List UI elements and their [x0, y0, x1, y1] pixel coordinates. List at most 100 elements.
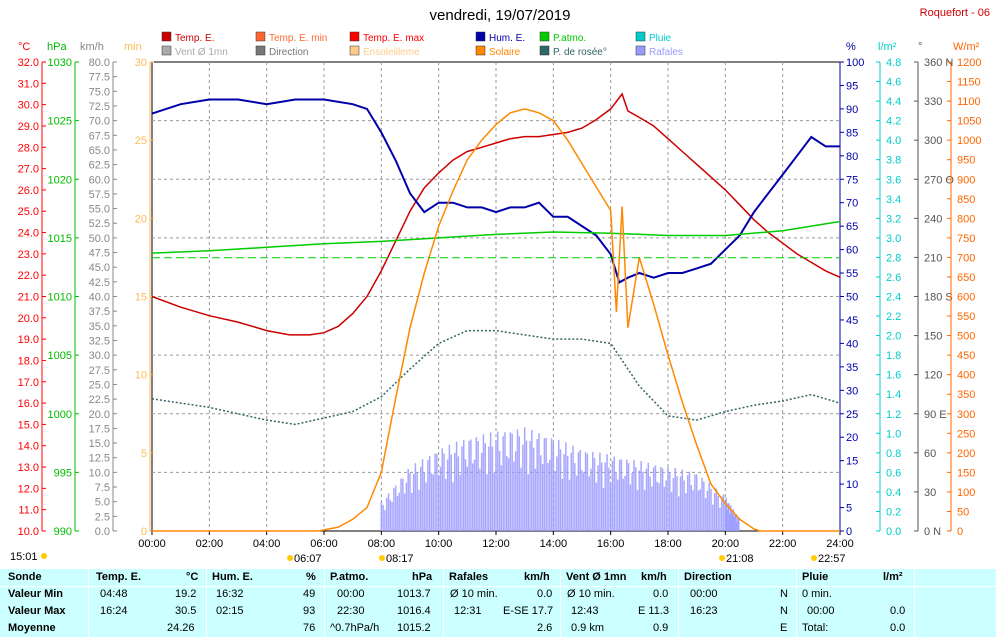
- wind-axis-tick-label: 22.5: [89, 394, 110, 406]
- weather-chart: vendredi, 19/07/2019 Roquefort - 06 Temp…: [10, 7, 990, 565]
- solar-axis-tick-label: 250: [957, 428, 975, 440]
- press-axis-tick-label: 990: [54, 526, 72, 538]
- rain-axis-tick-label: 3.6: [886, 174, 901, 186]
- sun-marker-icon: [379, 555, 385, 561]
- hum-axis-tick-label: 55: [846, 268, 858, 280]
- temp-axis-tick-label: 25.0: [18, 206, 39, 218]
- legend-swatch: [161, 45, 172, 56]
- dir-axis-tick-label: 60: [924, 448, 936, 460]
- wind-axis-tick-label: 35.0: [89, 321, 110, 333]
- rain-axis-tick-label: 0.4: [886, 487, 901, 499]
- sun-marker-icon: [719, 555, 725, 561]
- cell: 16:24: [100, 605, 128, 617]
- hum-axis-tick-label: 45: [846, 315, 858, 327]
- solar-axis-tick-label: 750: [957, 233, 975, 245]
- wind-axis-tick-label: 45.0: [89, 262, 110, 274]
- cell: 16:23: [690, 605, 718, 617]
- chart-title: vendredi, 19/07/2019: [430, 7, 571, 24]
- temp-axis-tick-label: 16.0: [18, 398, 39, 410]
- wind-axis-tick-label: 2.5: [95, 511, 110, 523]
- time-tick-label: 12:00: [482, 538, 510, 550]
- stats-row-max: Valeur Max 16:24 30.5 02:15 93 22:30 101…: [0, 603, 996, 620]
- stats-header-row: Sonde Temp. E. °C Hum. E. % P.atmo. hPa …: [0, 569, 996, 586]
- hum-axis-tick-label: 100: [846, 57, 864, 69]
- wind-axis-tick-label: 10.0: [89, 467, 110, 479]
- unit-press: hPa: [47, 41, 67, 53]
- temp-axis-tick-label: 15.0: [18, 419, 39, 431]
- sun-axis-tick-label: 5: [141, 448, 147, 460]
- cell: ^0.7hPa/h: [330, 622, 380, 634]
- solar-axis-tick-label: 800: [957, 213, 975, 225]
- hum-axis-tick-label: 40: [846, 338, 858, 350]
- cell: 0.9: [653, 622, 669, 634]
- row-label: Valeur Min: [8, 588, 64, 600]
- cell: 19.2: [175, 588, 197, 600]
- temp-axis-tick-label: 22.0: [18, 270, 39, 282]
- cell: E-SE 17.7: [503, 605, 554, 617]
- row-label: Moyenne: [8, 622, 56, 634]
- wind-axis-tick-label: 57.5: [89, 189, 110, 201]
- legend-label: P.atmo.: [553, 33, 586, 44]
- sun-axis-tick-label: 20: [135, 213, 147, 225]
- solar-axis-tick-label: 1000: [957, 135, 981, 147]
- cell: E 11.3: [638, 605, 669, 617]
- solar-axis-tick-label: 1100: [957, 96, 981, 108]
- sun-marker-icon: [287, 555, 293, 561]
- cell: 0.0: [890, 622, 906, 634]
- left-axes: 32.0 31.0 30.0 29.0 28.0 27.0 26.0 25.0 24.0 23.0…: [18, 57, 154, 538]
- wind-axis-tick-label: 52.5: [89, 218, 110, 230]
- time-tick-label: 00:00: [138, 538, 166, 550]
- cell: 16:32: [216, 588, 244, 600]
- legend-label: Temp. E. max: [363, 33, 424, 44]
- dir-axis-tick-label: 180 S: [924, 292, 953, 304]
- cell: 76: [303, 622, 316, 634]
- cell: N: [780, 588, 788, 600]
- cell: 12:31: [454, 605, 482, 617]
- press-axis-tick-label: 1025: [48, 116, 72, 128]
- solar-axis-tick-label: 1200: [957, 57, 981, 69]
- cell: 04:48: [100, 588, 128, 600]
- wind-axis-tick-label: 30.0: [89, 350, 110, 362]
- cell: 30.5: [175, 605, 197, 617]
- unit-solar: W/m²: [953, 41, 980, 53]
- rain-axis-tick-label: 1.2: [886, 409, 901, 421]
- cell: 12:43: [571, 605, 599, 617]
- rain-axis-tick-label: 3.4: [886, 194, 901, 206]
- wind-axis-tick-label: 77.5: [89, 72, 110, 84]
- rain-axis-tick-label: 4.6: [886, 77, 901, 89]
- hum-axis-tick-label: 10: [846, 479, 858, 491]
- solar-axis-tick-label: 600: [957, 292, 975, 304]
- wind-axis-tick-label: 80.0: [89, 57, 110, 69]
- solar-axis-tick-label: 0: [957, 526, 963, 538]
- hdr-press-unit: hPa: [412, 571, 433, 583]
- time-tick-label: 18:00: [654, 538, 682, 550]
- cell: 0.0: [653, 588, 669, 600]
- series-temp-e-line: [151, 92, 841, 336]
- temp-axis-tick-label: 11.0: [18, 505, 39, 517]
- wind-axis-tick-label: 75.0: [89, 86, 110, 98]
- press-axis-tick-label: 1020: [48, 174, 72, 186]
- solar-axis-tick-label: 900: [957, 174, 975, 186]
- rain-axis-tick-label: 0.6: [886, 467, 901, 479]
- data-series: [151, 92, 841, 532]
- hdr-press: P.atmo.: [330, 571, 369, 583]
- legend-swatch: [539, 45, 550, 56]
- legend-swatch: [539, 31, 550, 42]
- cell: 0.0: [537, 588, 553, 600]
- press-axis-tick-label: 995: [54, 467, 72, 479]
- cell: E: [780, 622, 788, 634]
- wind-axis-tick-label: 25.0: [89, 379, 110, 391]
- series-hum-e-line: [151, 98, 840, 284]
- hdr-gust: Rafales: [449, 571, 489, 583]
- temp-axis-tick-label: 13.0: [18, 462, 39, 474]
- cell: 02:15: [216, 605, 244, 617]
- solar-axis-tick-label: 350: [957, 389, 975, 401]
- wind-axis-tick-label: 47.5: [89, 248, 110, 260]
- rain-axis-tick-label: 1.6: [886, 370, 901, 382]
- cell: 00:00: [807, 605, 835, 617]
- time-tick-label: 16:00: [597, 538, 625, 550]
- dir-axis-tick-label: 120: [924, 370, 942, 382]
- rain-axis-tick-label: 1.4: [886, 389, 901, 401]
- time-tick-label: 04:00: [253, 538, 281, 550]
